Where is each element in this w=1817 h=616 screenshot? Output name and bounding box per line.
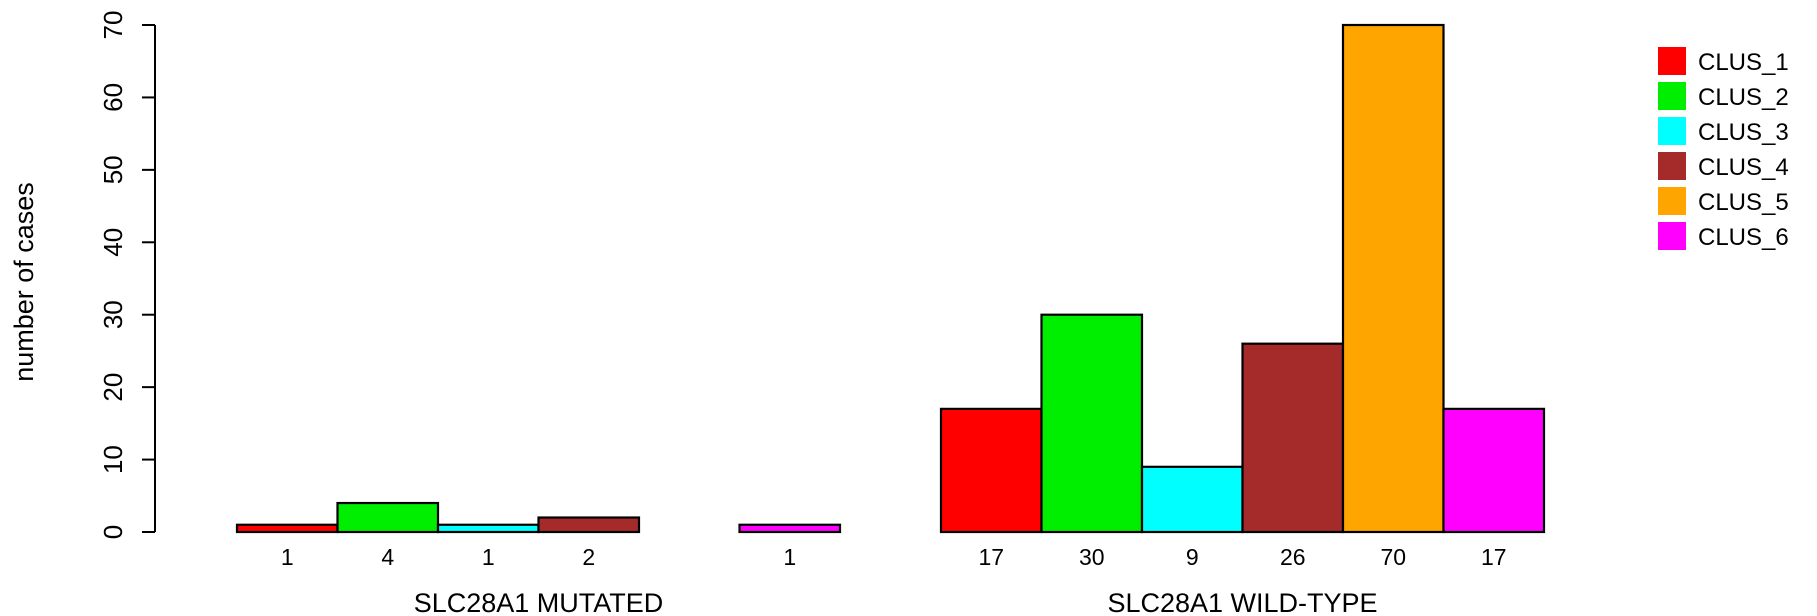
bar-count-label: 1 [482, 544, 495, 570]
bar-clus-6 [1442, 407, 1546, 534]
y-tick-label: 50 [98, 155, 128, 184]
bar-clus-1 [939, 407, 1043, 534]
bar-count-label: 9 [1186, 544, 1199, 570]
bar-clus-4 [537, 516, 641, 534]
y-tick-label: 70 [98, 11, 128, 40]
legend-label: CLUS_2 [1698, 84, 1789, 111]
legend-swatch [1658, 152, 1686, 180]
legend-swatch [1658, 82, 1686, 110]
bar-count-label: 2 [582, 544, 595, 570]
legend-label: CLUS_3 [1698, 119, 1789, 146]
legend-label: CLUS_1 [1698, 49, 1789, 76]
legend-swatch [1658, 187, 1686, 215]
bar-count-label: 17 [978, 544, 1004, 570]
bar-clus-2 [1040, 313, 1144, 534]
count-labels: 1 4 1 2 1 17 30 9 26 70 17 [281, 544, 1507, 570]
bar-clus-1 [235, 523, 339, 534]
bar-count-label: 17 [1481, 544, 1507, 570]
legend: CLUS_1 CLUS_2 CLUS_3 CLUS_4 CLUS_5 CLUS_6 [1658, 47, 1789, 251]
y-tick-label: 20 [98, 373, 128, 402]
y-tick-label: 40 [98, 228, 128, 257]
y-tick-label: 30 [98, 300, 128, 329]
legend-label: CLUS_5 [1698, 189, 1789, 216]
bars [235, 23, 1546, 534]
bar-clus-6 [738, 523, 842, 534]
bar-clus-3 [436, 523, 540, 534]
legend-swatch [1658, 222, 1686, 250]
bar-clus-4 [1241, 342, 1345, 534]
y-tick-label: 10 [98, 445, 128, 474]
group-labels: SLC28A1 MUTATED SLC28A1 WILD-TYPE [414, 588, 1378, 616]
legend-swatch [1658, 47, 1686, 75]
bar-count-label: 30 [1079, 544, 1105, 570]
bar-count-label: 1 [281, 544, 294, 570]
legend-label: CLUS_4 [1698, 154, 1789, 181]
bar-count-label: 26 [1280, 544, 1306, 570]
bar-count-label: 4 [381, 544, 394, 570]
group-label: SLC28A1 MUTATED [414, 588, 664, 616]
legend-swatch [1658, 117, 1686, 145]
bar-clus-2 [336, 501, 440, 534]
y-axis: 0 10 20 30 40 50 60 70 [98, 11, 156, 539]
bar-count-label: 1 [783, 544, 796, 570]
bar-count-label: 70 [1380, 544, 1406, 570]
bar-clus-5 [1341, 23, 1445, 534]
y-tick-label: 0 [98, 525, 128, 539]
group-label: SLC28A1 WILD-TYPE [1107, 588, 1377, 616]
bar-clus-3 [1140, 465, 1244, 534]
y-axis-title: number of cases [9, 182, 39, 382]
legend-label: CLUS_6 [1698, 224, 1789, 251]
y-tick-label: 60 [98, 83, 128, 112]
